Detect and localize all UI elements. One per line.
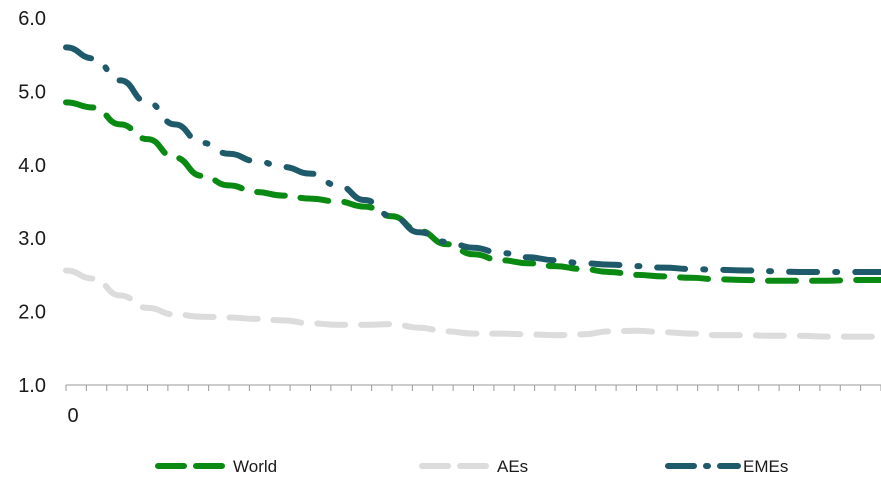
legend: World AEs EMEs bbox=[155, 457, 788, 476]
series-line-emes bbox=[63, 44, 881, 275]
y-tick-label: 6.0 bbox=[18, 8, 46, 30]
y-tick-label: 4.0 bbox=[18, 155, 46, 177]
legend-label-aes: AEs bbox=[497, 457, 528, 476]
y-tick-label: 2.0 bbox=[18, 302, 46, 324]
series-line-aes bbox=[63, 267, 881, 340]
y-tick-label: 1.0 bbox=[18, 375, 46, 397]
series-lines bbox=[63, 44, 881, 340]
y-tick-label: 5.0 bbox=[18, 81, 46, 103]
series-line-world bbox=[63, 99, 881, 284]
x-tick-label: 0 bbox=[67, 405, 78, 427]
legend-label-world: World bbox=[233, 457, 277, 476]
y-tick-label: 3.0 bbox=[18, 228, 46, 250]
legend-label-emes: EMEs bbox=[743, 457, 788, 476]
axes: 0 1.0 2.0 3.0 4.0 5.0 6.0 bbox=[18, 8, 881, 427]
